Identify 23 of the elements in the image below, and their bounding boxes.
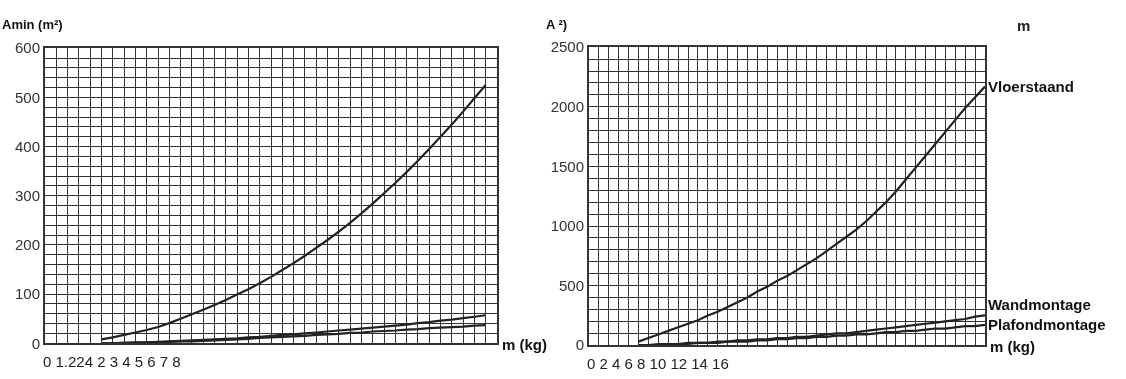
y-tick-label: 600 (14, 39, 40, 57)
series-label: Vloerstaand (988, 78, 1074, 95)
y-tick-label: 500 (558, 276, 584, 294)
y-tick-label: 0 (31, 334, 40, 352)
y-tick-label: 200 (14, 236, 40, 254)
text: 0 1.224 2 3 4 5 6 7 8 (43, 353, 181, 370)
y-tick-label: 400 (14, 137, 40, 155)
y-tick-label: 2000 (550, 98, 584, 116)
text: 0 2 4 6 8 10 12 14 16 (587, 355, 729, 372)
y-tick-label: 2500 (550, 38, 584, 56)
y-axis-title: A ²) (546, 17, 568, 32)
y-tick-label: 0 (575, 336, 584, 354)
y-tick-label: 500 (14, 88, 40, 106)
x-axis-title: m (kg) (990, 338, 1035, 355)
x-axis-title: m (kg) (502, 336, 547, 353)
text: m (1017, 17, 1031, 34)
y-tick-label: 300 (14, 186, 40, 204)
y-tick-label: 1000 (550, 217, 584, 235)
series-label: Wandmontage (988, 296, 1091, 313)
y-tick-label: 100 (14, 285, 40, 303)
series-label: Plafondmontage (988, 316, 1106, 333)
y-axis-title: Amin (m²) (2, 17, 63, 32)
y-tick-label: 1500 (550, 157, 584, 175)
